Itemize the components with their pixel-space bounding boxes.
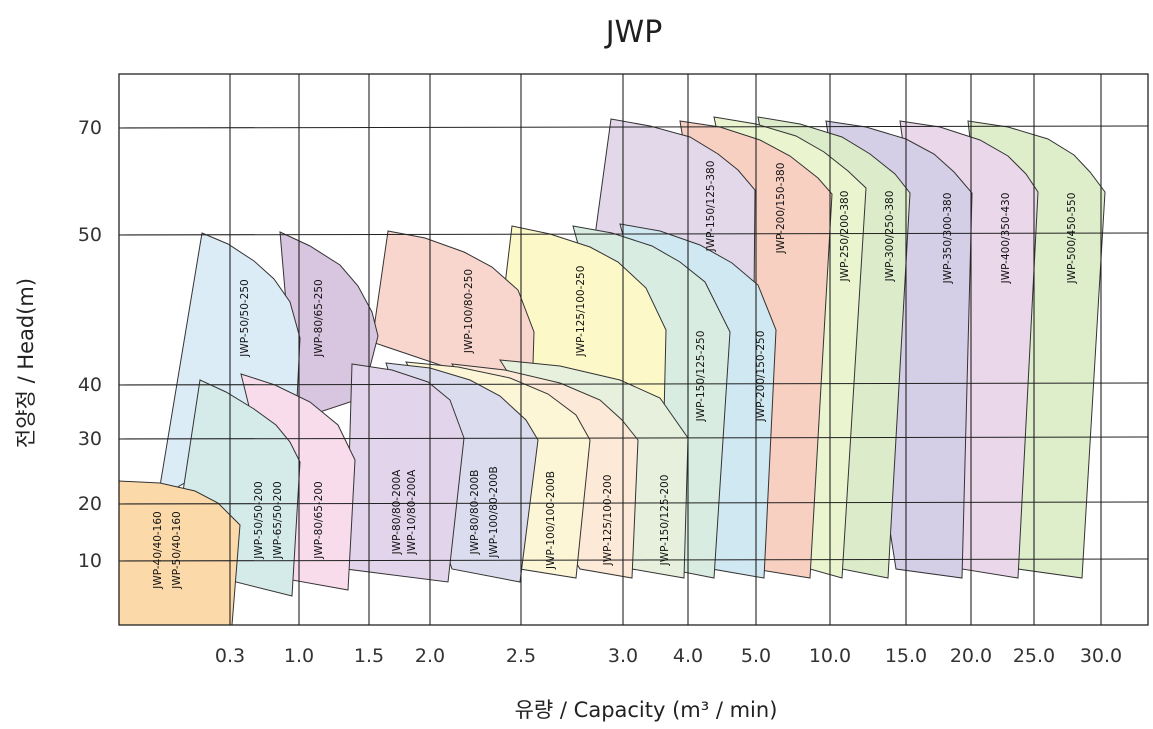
- y-gridline-10: [118, 558, 1149, 562]
- y-tick-10: 10: [78, 550, 102, 572]
- region-jwp-100-80-250: [371, 230, 535, 397]
- x-axis-ticks: 0.3 1.0 1.5 2.0 2.5 3.0 4.0 5.0 10.0 15.0 20.0 25.0…: [215, 645, 1122, 667]
- y-tick-50: 50: [78, 224, 102, 246]
- region-label-jwp-65-50-200: JWP-65/50-200: [272, 481, 284, 559]
- y-tick-30: 30: [78, 428, 102, 450]
- x-tick-0-3: 0.3: [215, 645, 245, 667]
- grid: [118, 73, 1149, 626]
- region-label-jwp-150-125-200: JWP-150/125-200: [659, 475, 671, 567]
- x-tick-1-5: 1.5: [354, 645, 384, 667]
- y-gridline-70: [118, 125, 1149, 129]
- region-label-jwp-50-50-200: JWP-50/50-200: [253, 481, 265, 559]
- region-label-jwp-200-150-250: JWP-200/150-250: [755, 331, 767, 423]
- x-tick-20-0: 20.0: [950, 645, 992, 667]
- region-label-jwp-350-300-380: JWP-350/300-380: [942, 193, 954, 285]
- region-label-jwp-40-40-160: JWP-40/40-160: [152, 511, 164, 589]
- x-tick-10-0: 10.0: [809, 645, 851, 667]
- region-label-jwp-250-200-380: JWP-250/200-380: [839, 191, 851, 283]
- y-gridline-20: [118, 501, 1149, 505]
- x-tick-2-0: 2.0: [415, 645, 445, 667]
- y-gridline-40: [118, 382, 1149, 386]
- region-label-jwp-100-80-250: JWP-100/80-250: [463, 269, 475, 354]
- region-jwp-80-80-200a: [345, 363, 465, 583]
- region-label-jwp-400-350-430: JWP-400/350-430: [1000, 193, 1012, 285]
- x-tick-1-0: 1.0: [284, 645, 314, 667]
- x-axis-label: 유량 / Capacity (m³ / min): [515, 698, 778, 722]
- plot-frame: [118, 73, 1149, 626]
- x-tick-5-0: 5.0: [741, 645, 771, 667]
- x-tick-3-0: 3.0: [608, 645, 638, 667]
- region-labels: JWP-500/450-550 JWP-400/350-430 JWP-350/30…: [152, 161, 1078, 590]
- x-tick-30-0: 30.0: [1080, 645, 1122, 667]
- y-tick-70: 70: [78, 117, 102, 139]
- region-label-jwp-80-80-200b: JWP-80/80-200B: [469, 470, 481, 556]
- region-label-jwp-80-80-200a: JWP-80/80-200A: [391, 469, 403, 555]
- x-tick-4-0: 4.0: [673, 645, 703, 667]
- region-label-jwp-125-100-200: JWP-125/100-200: [602, 475, 614, 567]
- x-tick-15-0: 15.0: [885, 645, 927, 667]
- region-label-jwp-80-65-250: JWP-80/65-250: [313, 279, 325, 357]
- region-label-jwp-125-100-250: JWP-125/100-250: [575, 266, 587, 358]
- region-label-jwp-200-150-380: JWP-200/150-380: [775, 163, 787, 255]
- region-label-jwp-10-80-200a: JWP-10/80-200A: [406, 469, 418, 555]
- region-label-jwp-80-65-200: JWP-80/65-200: [313, 481, 325, 559]
- chart-title: JWP: [604, 15, 663, 50]
- region-label-jwp-100-80-200b: JWP-100/80-200B: [488, 466, 500, 558]
- x-tick-2-5: 2.5: [506, 645, 536, 667]
- y-axis-label: 전양정 / Head(m): [14, 278, 38, 448]
- region-label-jwp-100-100-200b: JWP-100/100-200B: [545, 471, 557, 570]
- region-label-jwp-50-50-250: JWP-50/50-250: [239, 279, 251, 357]
- y-tick-20: 20: [78, 493, 102, 515]
- region-label-jwp-500-450-550: JWP-500/450-550: [1066, 193, 1078, 285]
- y-gridline-30: [118, 436, 1149, 440]
- region-label-jwp-150-125-380: JWP-150/125-380: [705, 161, 717, 253]
- region-label-jwp-50-40-160: JWP-50/40-160: [171, 511, 183, 589]
- region-label-jwp-150-125-250: JWP-150/125-250: [695, 331, 707, 423]
- y-axis-ticks: 10 20 30 40 50 70: [78, 117, 102, 572]
- y-tick-40: 40: [78, 374, 102, 396]
- x-tick-25-0: 25.0: [1013, 645, 1055, 667]
- y-gridline-50: [118, 232, 1149, 236]
- region-label-jwp-300-250-380: JWP-300/250-380: [884, 191, 896, 283]
